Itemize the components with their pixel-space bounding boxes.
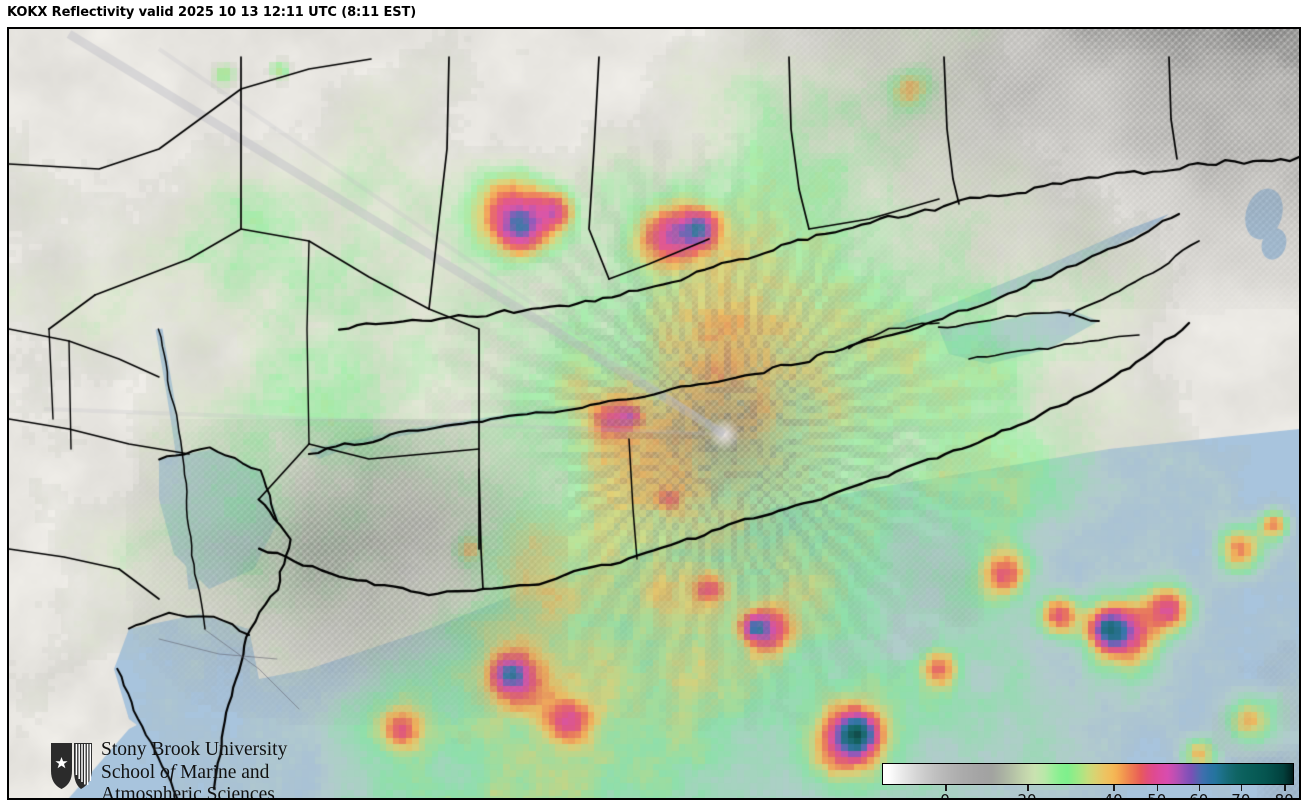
colorbar-tick-label: 20	[1017, 791, 1037, 800]
colorbar-tick-label: 80	[1274, 791, 1294, 800]
reflectivity-colorbar: 0 20 40 50 60 70 80	[882, 763, 1294, 798]
radar-reflectivity-map	[9, 29, 1299, 798]
colorbar-tick	[1284, 785, 1286, 791]
colorbar-tick	[1113, 785, 1115, 791]
logo-line-2: School of Marine and	[101, 762, 321, 785]
colorbar-tick	[1156, 785, 1159, 791]
colorbar-tick-label: 50	[1147, 791, 1167, 800]
stony-brook-logo: Stony Brook University School of Marine …	[49, 739, 321, 800]
colorbar-gradient	[882, 763, 1294, 785]
logo-line-3: Atmospheric Sciences	[101, 784, 275, 800]
logo-line-2-post: Marine and	[175, 761, 270, 783]
page-title: KOKX Reflectivity valid 2025 10 13 12:11…	[7, 5, 417, 20]
colorbar-tick-label: 70	[1231, 791, 1251, 800]
colorbar-tick	[1198, 785, 1201, 791]
colorbar-tick-label: 60	[1189, 791, 1209, 800]
logo-text: Stony Brook University School of Marine …	[101, 739, 321, 800]
colorbar-tick	[1240, 785, 1243, 791]
title-bar: KOKX Reflectivity valid 2025 10 13 12:11…	[0, 0, 1316, 27]
colorbar-tick-label: 40	[1103, 791, 1123, 800]
logo-line-1: Stony Brook University	[101, 739, 288, 760]
radar-map-frame: 0 20 40 50 60 70 80 Stony Brook University	[7, 27, 1301, 800]
logo-line-2-italic: of	[160, 761, 176, 783]
logo-line-2-pre: School	[101, 761, 161, 783]
colorbar-tick	[945, 785, 947, 791]
shield-icon	[51, 743, 92, 789]
colorbar-tick	[1027, 785, 1029, 791]
colorbar-tick-label: 0	[940, 791, 950, 800]
